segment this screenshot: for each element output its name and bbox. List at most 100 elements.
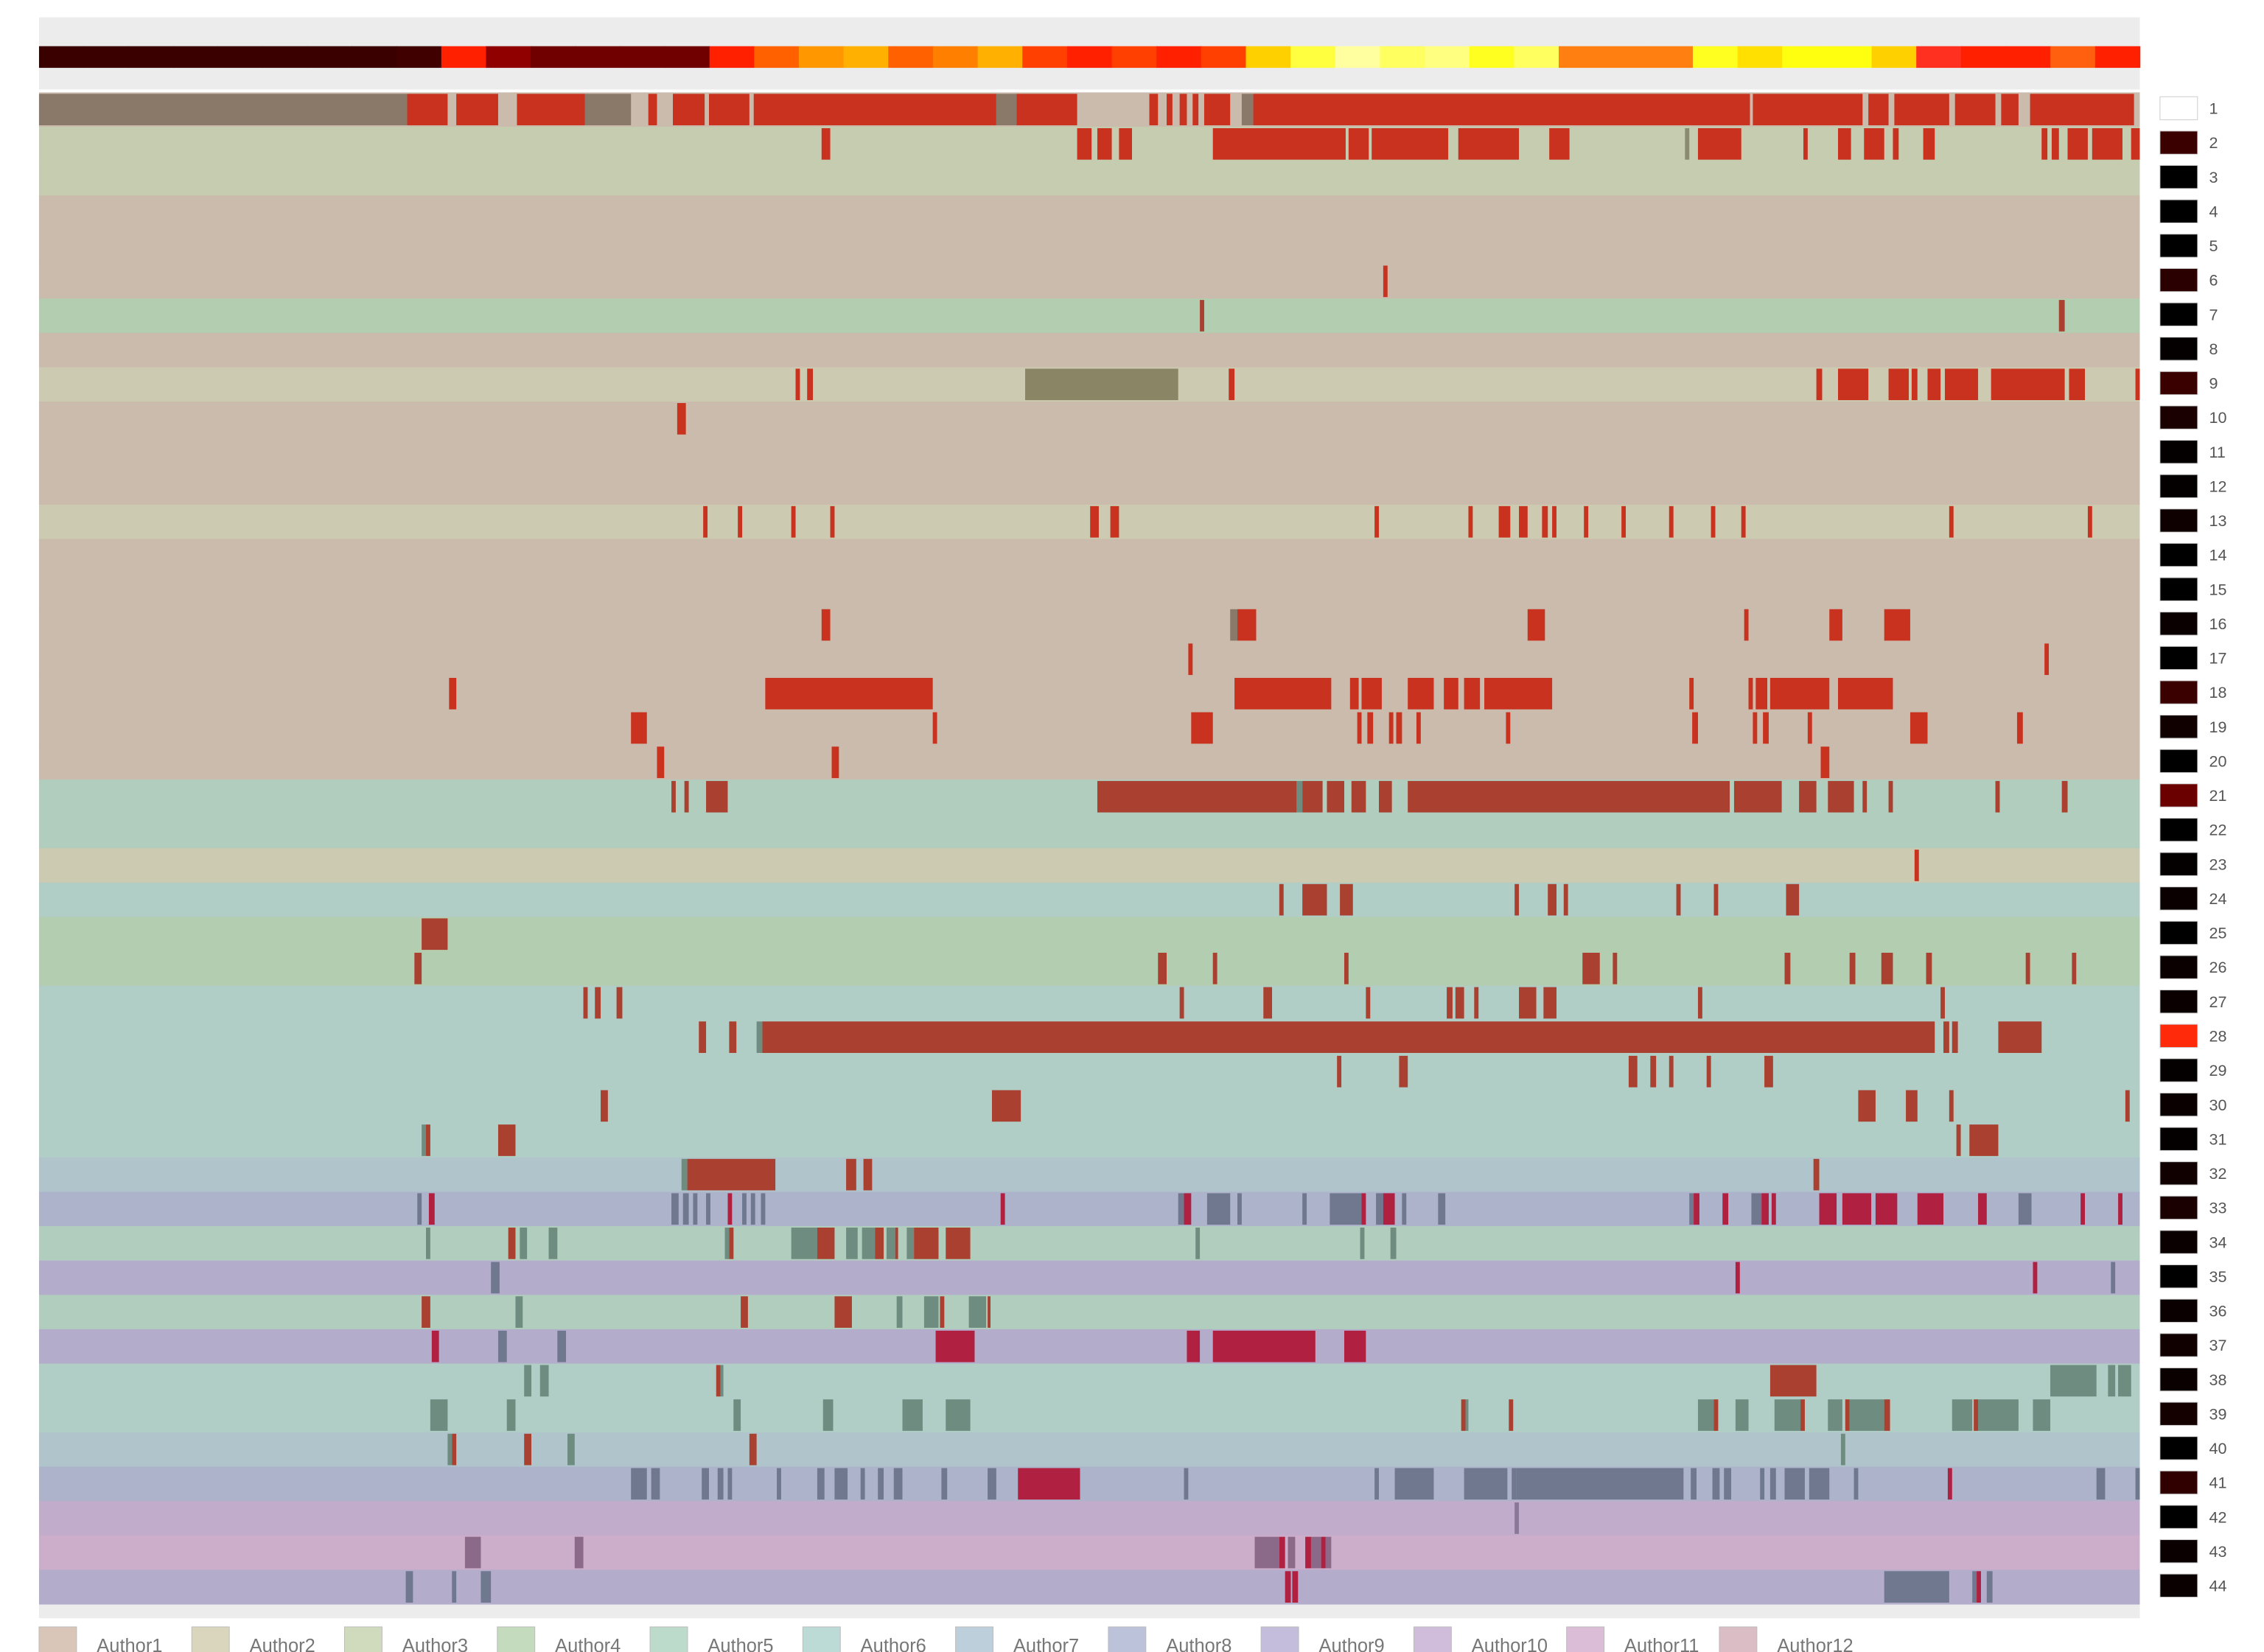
- highlight-segment: [1628, 1055, 1638, 1088]
- heat-swatch: [2159, 1367, 2198, 1392]
- shade-segment: [1465, 1399, 1469, 1431]
- highlight-segment: [2125, 1090, 2130, 1122]
- row-label: 36: [2209, 1302, 2226, 1320]
- row-background: [38, 642, 2140, 677]
- highlight-segment: [1954, 94, 1996, 126]
- row-background: [38, 229, 2140, 265]
- shade-segment: [1206, 1193, 1231, 1225]
- heat-swatch: [2159, 1505, 2198, 1529]
- heat-cell: [2094, 46, 2141, 69]
- highlight-segment: [1947, 1468, 1952, 1500]
- highlight-segment: [1949, 1090, 1954, 1122]
- shade-segment: [1438, 1193, 1446, 1225]
- shade-segment: [1237, 1193, 1242, 1225]
- row-label: 3: [2209, 168, 2218, 186]
- highlight-segment: [821, 127, 831, 160]
- heat-cell: [977, 46, 1024, 69]
- row-background: [38, 1088, 2140, 1124]
- highlight-segment: [1849, 953, 1856, 984]
- shade-segment: [2018, 1193, 2032, 1225]
- highlight-segment: [1192, 94, 1199, 126]
- highlight-segment: [1829, 609, 1842, 641]
- highlight-segment: [1669, 505, 1674, 538]
- row-label: 38: [2209, 1371, 2226, 1389]
- highlight-segment: [1669, 1055, 1674, 1088]
- highlight-segment: [1838, 127, 1851, 160]
- shade-segment: [1691, 1468, 1697, 1500]
- heat-swatch: [2159, 508, 2198, 533]
- highlight-segment: [1864, 127, 1884, 160]
- highlight-segment: [1458, 127, 1520, 160]
- highlight-segment: [1519, 505, 1528, 538]
- highlight-segment: [673, 94, 705, 126]
- heat-cell: [1245, 46, 1291, 69]
- highlight-segment: [583, 987, 588, 1019]
- shade-segment: [2033, 1399, 2050, 1431]
- highlight-segment: [1944, 368, 1979, 401]
- highlight-segment: [1763, 712, 1769, 744]
- row-label: 22: [2209, 821, 2226, 839]
- highlight-segment: [2051, 127, 2059, 160]
- highlight-segment: [1388, 712, 1394, 744]
- highlight-segment: [1799, 780, 1817, 813]
- row-background: [38, 298, 2140, 334]
- highlight-segment: [2069, 368, 2086, 401]
- highlight-segment: [1697, 127, 1741, 160]
- highlight-segment: [1498, 505, 1511, 538]
- shade-segment: [2096, 1468, 2106, 1500]
- highlight-segment: [2030, 94, 2134, 126]
- row-label: 28: [2209, 1027, 2226, 1046]
- highlight-segment: [1800, 1399, 1805, 1431]
- shade-segment: [425, 1228, 430, 1259]
- legend-swatch: [802, 1626, 841, 1652]
- highlight-segment: [1713, 883, 1719, 916]
- heat-swatch: [2159, 1298, 2198, 1323]
- highlight-segment: [1819, 1193, 1837, 1225]
- highlight-segment: [1097, 780, 1297, 813]
- shade-segment: [548, 1228, 558, 1259]
- highlight-segment: [414, 953, 422, 984]
- row-label: 42: [2209, 1508, 2226, 1526]
- shade-segment: [988, 1468, 996, 1500]
- row-label: 10: [2209, 408, 2226, 427]
- heat-swatch: [2159, 474, 2198, 498]
- row-background: [38, 985, 2140, 1021]
- shade-segment: [896, 1296, 903, 1328]
- heat-cell: [798, 46, 845, 69]
- highlight-segment: [648, 94, 657, 126]
- highlight-segment: [817, 1228, 835, 1259]
- highlight-segment: [1077, 127, 1092, 160]
- row-label: 29: [2209, 1061, 2226, 1079]
- row-background: [38, 470, 2140, 505]
- highlight-segment: [1548, 883, 1556, 916]
- highlight-segment: [1978, 1193, 1987, 1225]
- row-label: 26: [2209, 958, 2226, 976]
- row-label: 32: [2209, 1164, 2226, 1183]
- highlight-segment: [716, 1365, 721, 1397]
- heat-swatch: [2159, 96, 2198, 121]
- highlight-segment: [1361, 677, 1382, 710]
- highlight-segment: [1344, 953, 1349, 984]
- highlight-segment: [2016, 712, 2023, 744]
- highlight-segment: [2092, 127, 2122, 160]
- shade-segment: [1769, 1468, 1776, 1500]
- shade-segment: [878, 1468, 884, 1500]
- shade-segment: [1360, 1228, 1365, 1259]
- highlight-segment: [1018, 1468, 1080, 1500]
- highlight-segment: [1949, 505, 1954, 538]
- highlight-segment: [1464, 677, 1481, 710]
- highlight-segment: [1229, 368, 1235, 401]
- legend-swatch: [1108, 1626, 1147, 1652]
- highlight-segment: [1741, 505, 1746, 538]
- highlight-segment: [1119, 127, 1132, 160]
- shade-segment: [1828, 1399, 1842, 1431]
- row-label: 8: [2209, 340, 2218, 358]
- shade-segment: [2118, 1365, 2131, 1397]
- shade-segment: [682, 1193, 689, 1225]
- highlight-segment: [1367, 712, 1374, 744]
- highlight-segment: [1349, 677, 1359, 710]
- highlight-segment: [1713, 1399, 1719, 1431]
- highlight-segment: [407, 94, 448, 126]
- shade-segment: [1697, 1399, 1714, 1431]
